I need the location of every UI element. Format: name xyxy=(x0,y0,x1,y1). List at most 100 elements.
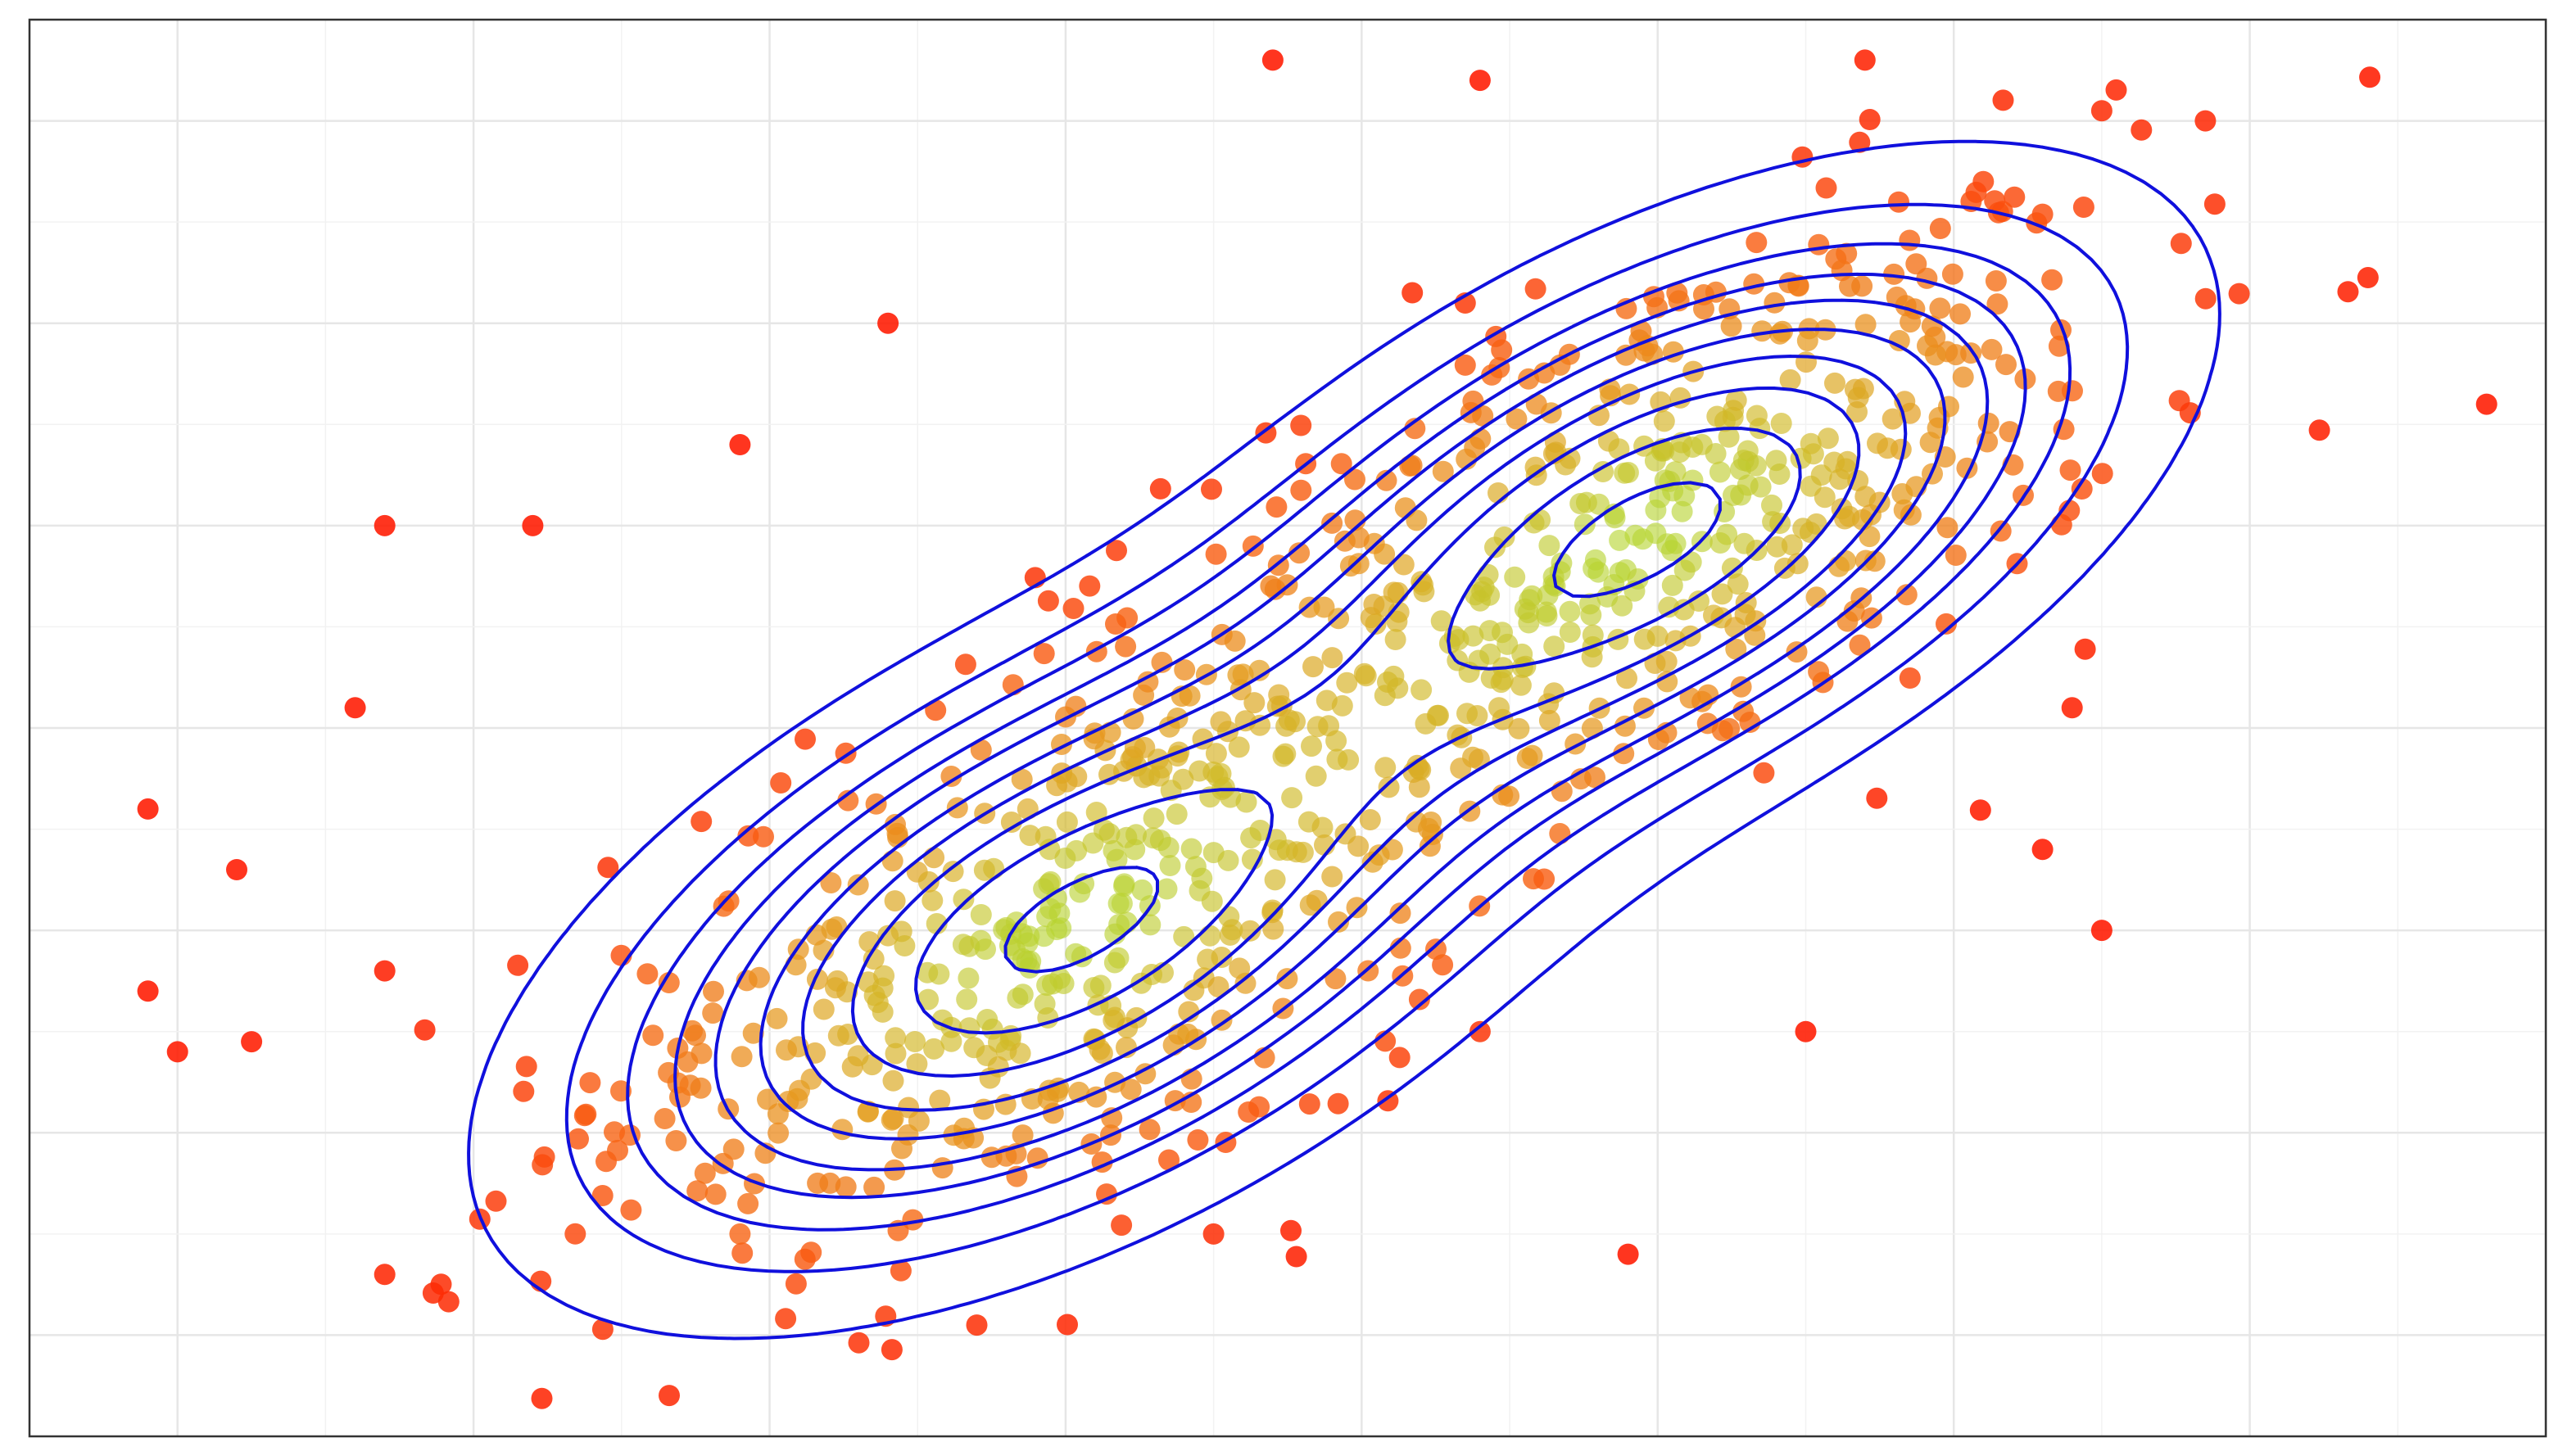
data-point xyxy=(1057,1314,1078,1336)
data-point xyxy=(1033,643,1055,665)
data-point xyxy=(1205,743,1227,765)
data-point xyxy=(1210,762,1232,785)
data-point xyxy=(1000,812,1022,833)
data-point xyxy=(1730,459,1751,480)
data-point xyxy=(1281,787,1303,809)
data-point xyxy=(1120,1078,1142,1101)
data-point xyxy=(737,825,759,847)
data-point xyxy=(942,861,964,883)
data-point xyxy=(1124,736,1146,758)
data-point xyxy=(1344,468,1365,491)
data-point xyxy=(917,870,940,893)
data-point xyxy=(1392,554,1415,576)
data-point xyxy=(881,850,903,872)
data-point xyxy=(835,1176,857,1198)
data-point xyxy=(1056,811,1078,833)
data-point xyxy=(137,980,159,1002)
data-point xyxy=(1158,1149,1180,1171)
data-point xyxy=(1510,674,1532,696)
data-point xyxy=(1616,667,1637,690)
data-point xyxy=(1137,671,1159,693)
data-point xyxy=(904,1031,926,1052)
data-point xyxy=(1157,836,1180,858)
data-point xyxy=(1866,787,1888,809)
data-point xyxy=(686,1180,709,1202)
data-point xyxy=(1524,278,1546,300)
data-point xyxy=(1248,1096,1270,1118)
data-point xyxy=(2091,463,2113,485)
data-point xyxy=(485,1190,507,1212)
data-point xyxy=(1521,744,1543,766)
data-point xyxy=(1036,974,1058,997)
data-point xyxy=(1574,513,1596,536)
data-point xyxy=(1835,549,1857,572)
data-point xyxy=(1646,625,1669,647)
data-point xyxy=(917,988,940,1011)
data-point xyxy=(226,859,247,880)
data-point xyxy=(1936,517,1959,539)
data-point xyxy=(863,948,885,970)
data-point xyxy=(1139,1119,1161,1141)
data-point xyxy=(906,1053,928,1075)
data-point xyxy=(1066,766,1088,788)
data-point xyxy=(2071,478,2093,500)
data-point xyxy=(1972,170,1995,192)
data-point xyxy=(1711,720,1733,742)
data-point xyxy=(890,1259,912,1282)
data-point xyxy=(579,1072,601,1094)
data-point xyxy=(1139,914,1162,936)
data-point xyxy=(863,984,885,1006)
data-point xyxy=(1180,838,1202,860)
data-point xyxy=(1985,270,2007,292)
data-point xyxy=(1301,735,1322,757)
data-point xyxy=(1995,354,2017,376)
data-point xyxy=(1615,344,1637,366)
data-point xyxy=(970,904,992,925)
data-point xyxy=(1388,1047,1411,1069)
data-point xyxy=(1543,682,1565,704)
data-point xyxy=(1073,873,1095,895)
data-point xyxy=(931,1157,953,1179)
contour-line-level-9 xyxy=(914,427,1802,1035)
data-point xyxy=(2131,119,2153,141)
data-point xyxy=(1249,820,1271,841)
data-point xyxy=(2105,79,2127,101)
data-point xyxy=(1411,679,1433,701)
data-point xyxy=(1929,218,1951,239)
data-point xyxy=(1849,131,1871,153)
data-point xyxy=(775,1308,797,1330)
data-point xyxy=(1645,499,1667,521)
data-point xyxy=(2061,697,2083,719)
data-point xyxy=(1430,610,1452,632)
data-point xyxy=(1292,841,1314,863)
data-point xyxy=(344,697,366,719)
data-point xyxy=(1691,433,1713,455)
data-point xyxy=(1228,736,1250,758)
data-point xyxy=(1404,418,1426,440)
data-point xyxy=(1464,436,1486,459)
data-point xyxy=(952,934,974,956)
data-point xyxy=(1781,534,1803,556)
data-point xyxy=(1262,918,1284,940)
data-point xyxy=(1724,617,1746,639)
data-point xyxy=(1658,596,1680,618)
data-point xyxy=(1428,704,1449,726)
data-point xyxy=(597,857,619,879)
data-point xyxy=(1302,656,1324,678)
contour-line-level-5 xyxy=(713,298,1990,1172)
data-point xyxy=(1062,598,1085,619)
data-point xyxy=(1764,292,1786,314)
data-point xyxy=(1613,743,1635,765)
data-point xyxy=(1266,496,1288,518)
contour-line-level-1 xyxy=(467,139,2221,1341)
data-point xyxy=(1723,484,1744,506)
data-point xyxy=(1280,1219,1302,1241)
data-point xyxy=(1877,437,1899,459)
data-point xyxy=(1012,1124,1034,1146)
data-point xyxy=(731,1046,753,1068)
data-point xyxy=(1753,762,1775,784)
data-point xyxy=(604,1121,625,1143)
data-point xyxy=(1936,613,1957,635)
contour-line-level-6 xyxy=(759,328,1947,1141)
data-point xyxy=(975,938,996,961)
